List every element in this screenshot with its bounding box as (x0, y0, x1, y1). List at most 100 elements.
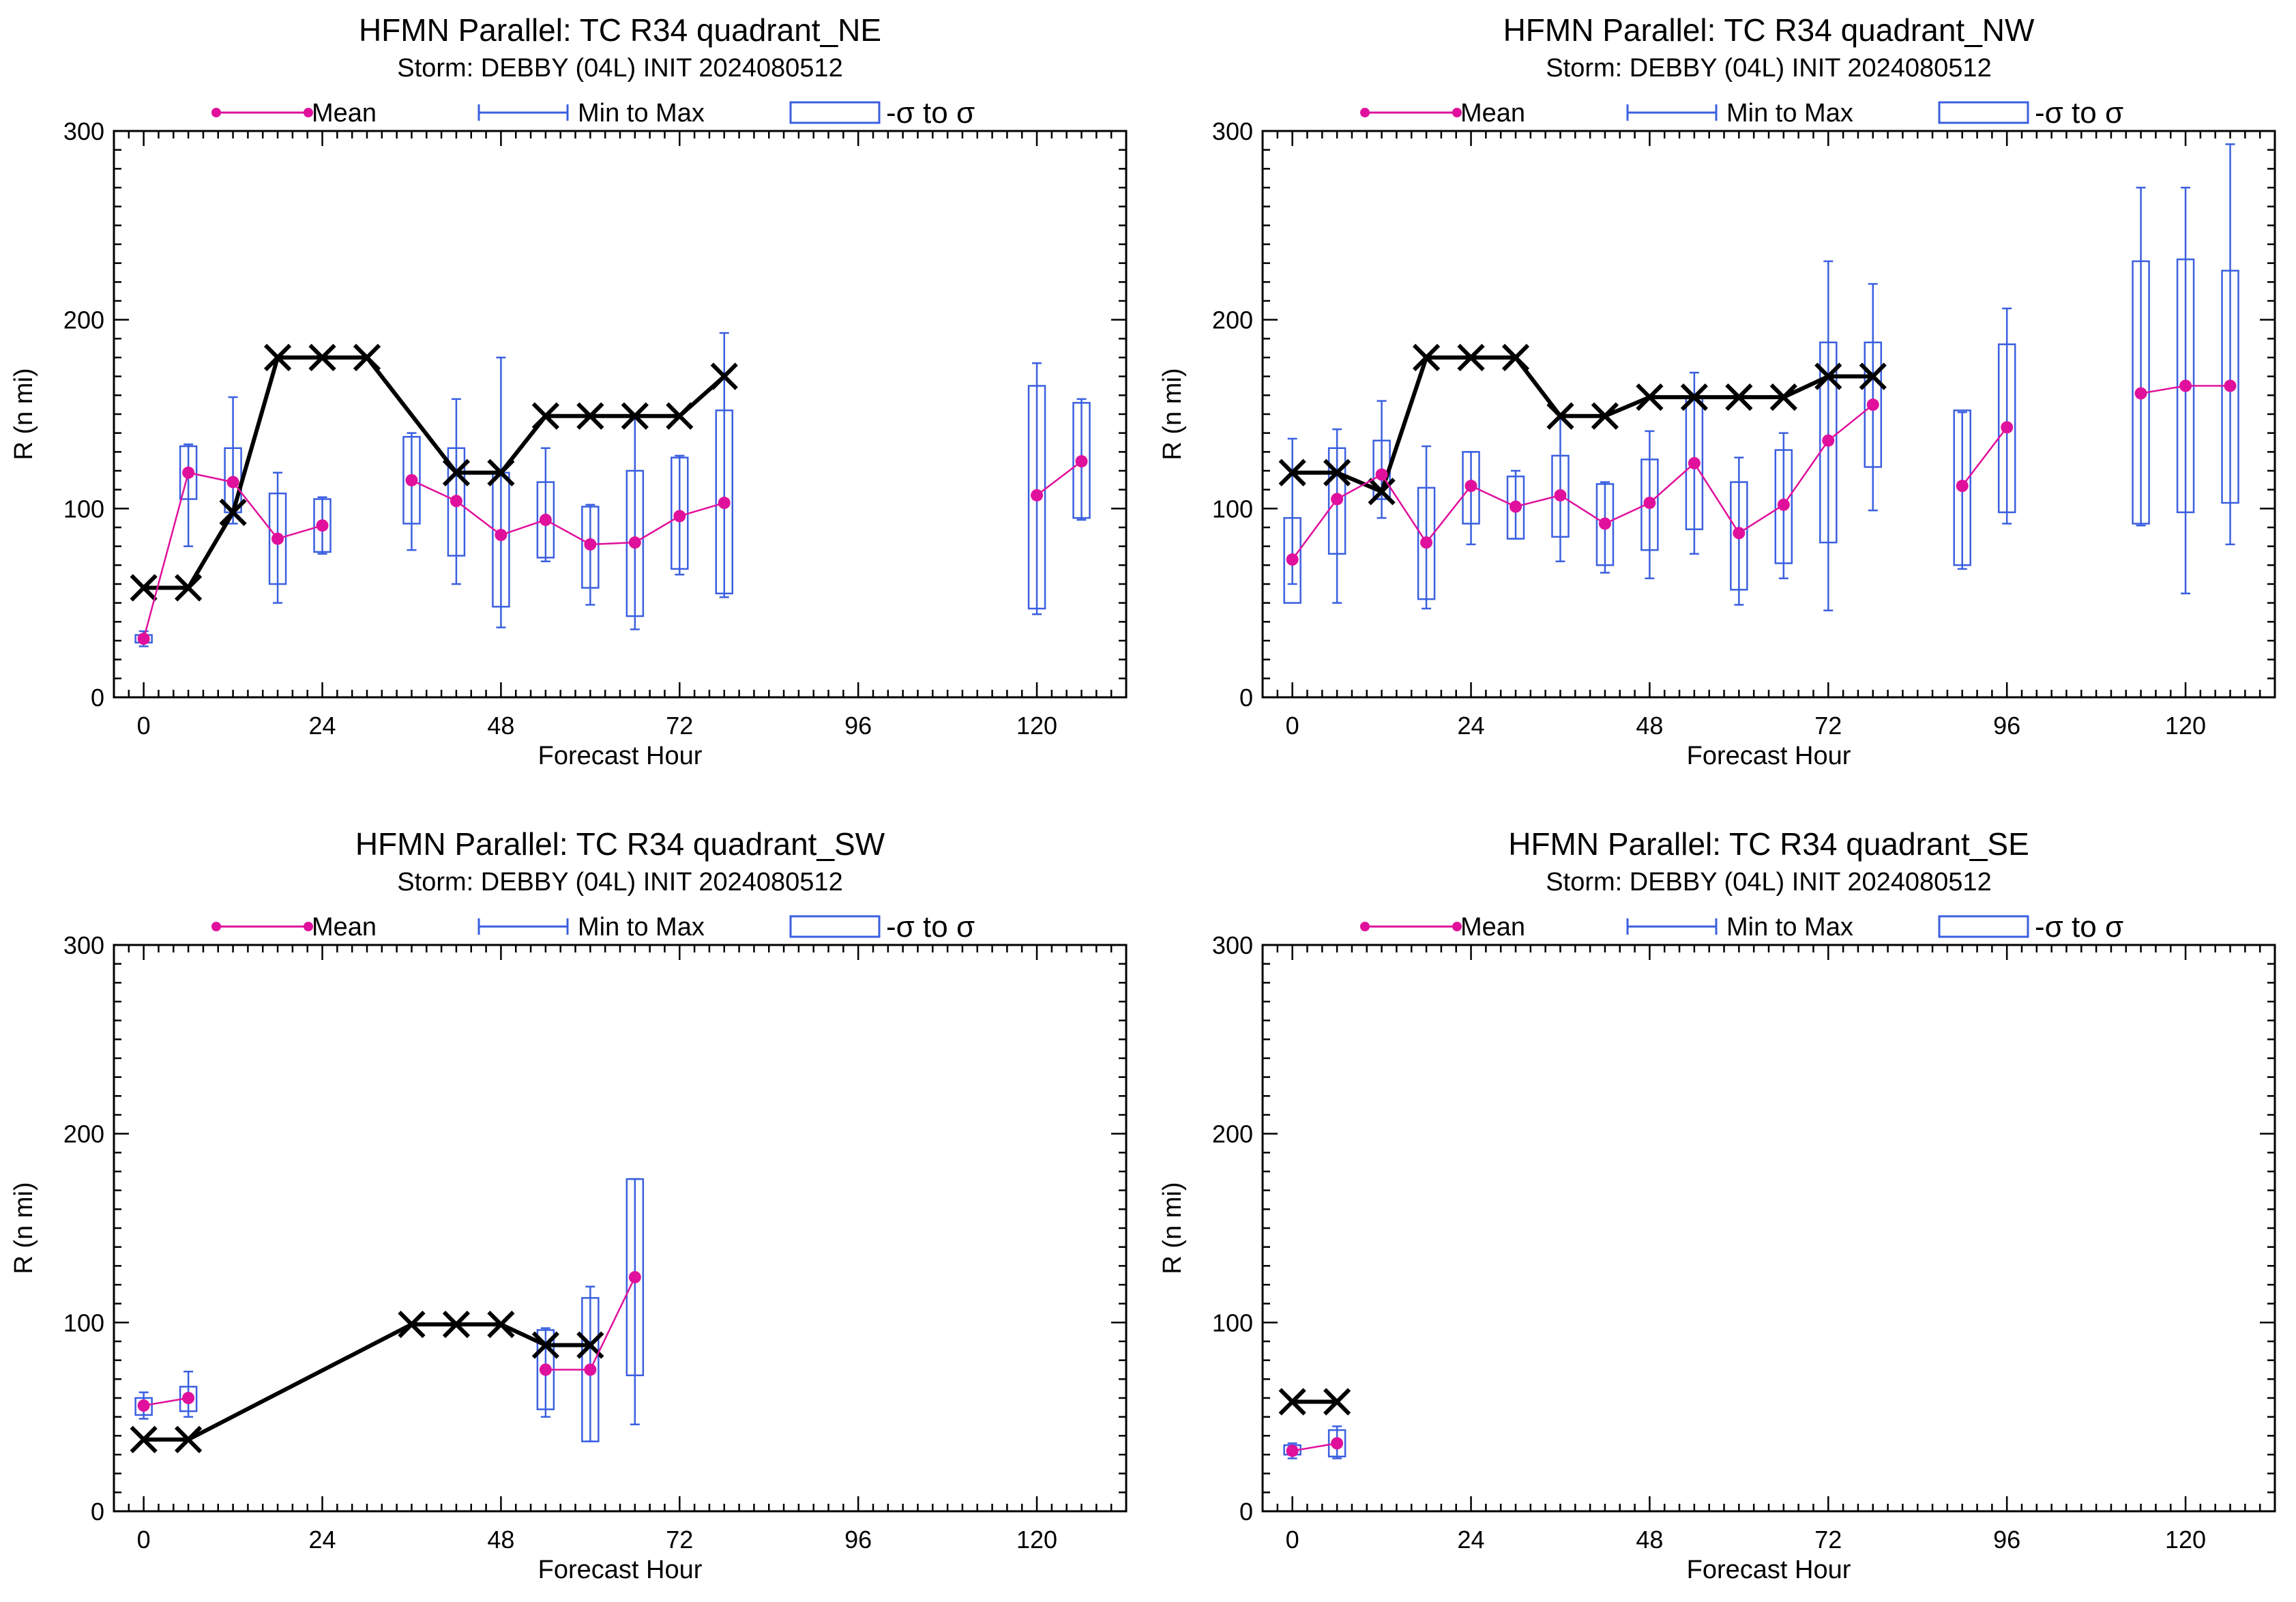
x-stroke (1591, 402, 1619, 430)
x-stroke (531, 1331, 560, 1359)
y-tick-label: 0 (91, 1498, 104, 1526)
mean-point (539, 1363, 552, 1376)
x-stroke (174, 574, 203, 602)
mean-point (2001, 421, 2014, 434)
x-axis-label: Forecast Hour (538, 742, 703, 770)
mean-line-segment (1693, 463, 1740, 534)
forecast-box (625, 413, 645, 630)
legend-sigma-label: -σ to σ (2035, 910, 2123, 944)
mean-line-segment (456, 500, 502, 536)
forecast-box (492, 356, 510, 628)
forecast-box (1997, 307, 2016, 525)
legend-sigma-label: -σ to σ (2035, 96, 2123, 130)
x-stroke (1323, 458, 1351, 486)
mean-line-segment (1827, 404, 1874, 441)
sigma-box (2221, 270, 2239, 504)
y-tick-label: 0 (1239, 684, 1253, 712)
sigma-box (1506, 476, 1525, 540)
mean-point (673, 510, 686, 523)
forecast-box (2221, 143, 2239, 546)
sigma-box (1819, 341, 1838, 544)
x-stroke (398, 1310, 426, 1339)
x-tick-label: 120 (2165, 712, 2206, 740)
legend-mean-marker (304, 922, 313, 931)
mean-line-segment (1559, 494, 1606, 525)
mean-point (1286, 553, 1299, 566)
best-track-marker (398, 1310, 426, 1339)
mean-line-segment (1604, 501, 1650, 525)
legend-mean-marker (1360, 922, 1370, 931)
x-tick-label: 48 (1636, 1526, 1663, 1554)
best-track-marker (130, 1425, 158, 1453)
x-stroke (1368, 478, 1396, 506)
mean-point (1554, 489, 1567, 501)
mean-point (628, 1270, 641, 1283)
mean-point (271, 532, 284, 545)
mean-point (1420, 536, 1433, 549)
sigma-box (536, 481, 555, 559)
mean-point (1956, 480, 1969, 493)
sigma-box (268, 492, 287, 585)
best-track-marker (1412, 343, 1441, 372)
best-track-marker (263, 343, 292, 372)
mean-line-segment (634, 515, 680, 544)
legend-mean-label: Mean (312, 99, 377, 128)
sigma-box (1640, 458, 1659, 551)
x-tick-label: 24 (1458, 1526, 1485, 1554)
sigma-box (313, 498, 332, 553)
mean-point (584, 1363, 597, 1376)
sigma-box (1462, 451, 1480, 525)
x-tick-label: 96 (844, 1526, 872, 1554)
legend: Mean Min to Max -σ to σ (1360, 910, 2123, 944)
forecast-box (536, 447, 555, 563)
mean-line-segment (1782, 440, 1829, 506)
legend-mean-marker (1452, 922, 1462, 931)
best-track-line (143, 1322, 591, 1442)
x-stroke (263, 343, 292, 372)
x-stroke (1323, 1388, 1351, 1416)
mean-line-segment (1515, 494, 1561, 508)
best-track-marker (531, 402, 560, 430)
sigma-box (1327, 447, 1346, 555)
x-tick-label: 24 (309, 1526, 336, 1554)
x-stroke (442, 1310, 471, 1339)
mean-point (1643, 497, 1656, 510)
y-tick-label: 200 (63, 1120, 104, 1148)
mean-line-segment (1381, 474, 1428, 543)
sigma-box (1551, 454, 1570, 538)
mean-line-segment (679, 501, 725, 517)
x-tick-label: 72 (1814, 1526, 1842, 1554)
forecast-box (625, 1178, 645, 1425)
mean-line-segment (143, 1397, 189, 1407)
best-track-marker (1368, 478, 1396, 506)
mean-line-segment (1336, 474, 1383, 500)
best-track-marker (353, 343, 381, 372)
best-track-marker (1636, 383, 1664, 411)
mean-line-segment (1426, 485, 1472, 543)
forecast-box (1417, 445, 1436, 610)
legend-sigma-box (1938, 101, 2029, 124)
forecast-box (402, 432, 421, 551)
x-stroke (130, 574, 158, 602)
x-tick-label: 0 (137, 1526, 151, 1554)
x-stroke (666, 402, 694, 430)
mean-point (1733, 527, 1746, 540)
best-track-marker (174, 574, 203, 602)
legend-sigma-box (1938, 915, 2029, 938)
legend-mean-label: Mean (1460, 99, 1525, 128)
mean-line-segment (589, 1277, 636, 1371)
mean-point (2134, 387, 2147, 400)
mean-point (539, 513, 552, 526)
best-track-marker (1859, 362, 1887, 390)
best-track-marker (487, 1310, 515, 1339)
best-track-marker (442, 1310, 471, 1339)
y-tick-label: 300 (1212, 117, 1253, 145)
best-track-marker (1323, 458, 1351, 486)
x-tick-label: 72 (1814, 712, 1842, 740)
legend-mean-marker (211, 922, 221, 931)
legend: Mean Min to Max -σ to σ (1360, 96, 2123, 130)
best-track-marker (710, 362, 738, 390)
mean-point (1286, 1444, 1299, 1457)
best-track-marker (576, 402, 604, 430)
